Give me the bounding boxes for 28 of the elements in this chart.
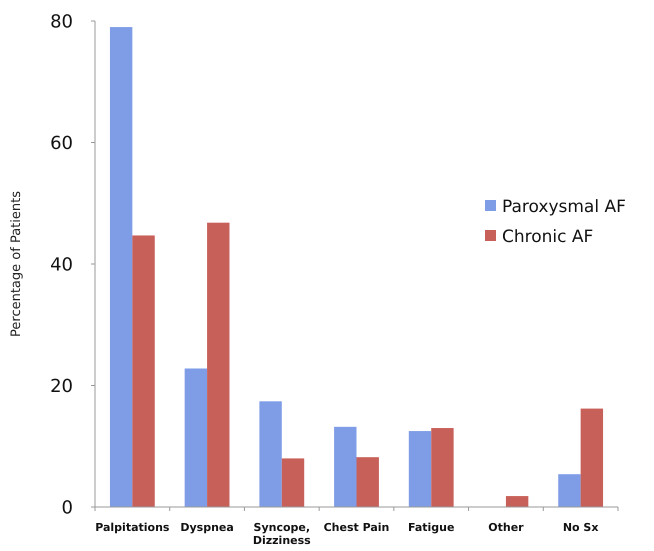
y-tick-label: 80: [50, 11, 73, 32]
y-tick-label: 0: [62, 497, 73, 518]
bar: [282, 458, 304, 507]
legend-label: Paroxysmal AF: [502, 196, 626, 217]
bar: [558, 474, 581, 507]
x-tick-label: Fatigue: [408, 521, 454, 534]
bar: [506, 496, 528, 507]
x-tick-label: Syncope, Dizziness: [252, 521, 312, 547]
x-tick-label: Other: [488, 521, 524, 534]
y-tick-label: 60: [50, 132, 73, 154]
x-tick-label: Dyspnea: [180, 521, 234, 534]
x-tick-label: No Sx: [562, 521, 598, 534]
bar: [431, 428, 454, 507]
bar: [110, 27, 132, 507]
bar: [580, 408, 604, 507]
y-tick-label: 40: [50, 254, 73, 276]
x-tick-label: Palpitations: [95, 521, 170, 534]
y-axis-title: Percentage of Patients: [9, 190, 24, 337]
bar: [132, 235, 155, 507]
bar: [408, 431, 432, 507]
bar: [207, 222, 230, 507]
bar: [356, 457, 379, 507]
bar: [184, 368, 208, 507]
legend-label: Chronic AF: [502, 226, 594, 247]
bar: [259, 401, 282, 507]
x-tick-label: Chest Pain: [324, 521, 390, 534]
bar: [334, 426, 356, 507]
y-tick-label: 20: [50, 376, 73, 397]
